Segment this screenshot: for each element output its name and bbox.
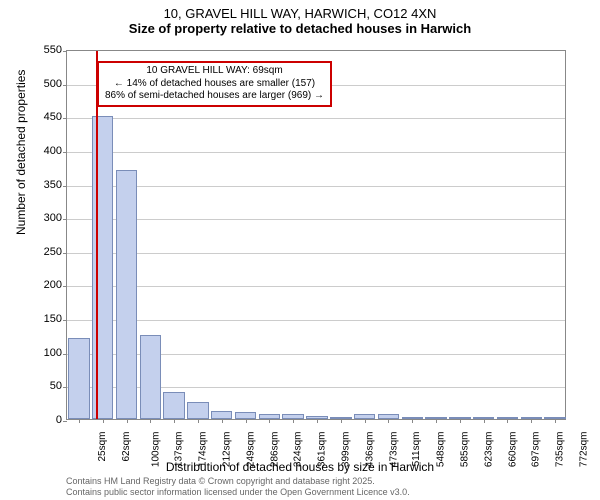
x-tick-label: 25sqm [97, 432, 108, 462]
histogram-bar [140, 335, 161, 419]
y-tick [63, 219, 67, 220]
y-tick [63, 51, 67, 52]
x-tick-label: 436sqm [364, 432, 375, 468]
y-tick [63, 387, 67, 388]
y-tick-label: 450 [44, 111, 62, 123]
y-tick [63, 421, 67, 422]
x-tick [222, 419, 223, 423]
y-tick-label: 0 [56, 414, 62, 426]
y-tick-label: 50 [50, 380, 62, 392]
gridline [67, 152, 565, 153]
y-axis-label: Number of detached properties [14, 70, 28, 235]
x-tick [103, 419, 104, 423]
x-tick-label: 623sqm [483, 432, 494, 468]
title-address: 10, GRAVEL HILL WAY, HARWICH, CO12 4XN [0, 6, 600, 21]
y-tick [63, 118, 67, 119]
annotation-line3: 86% of semi-detached houses are larger (… [105, 90, 324, 103]
y-tick [63, 320, 67, 321]
y-tick-label: 400 [44, 145, 62, 157]
annotation-callout: 10 GRAVEL HILL WAY: 69sqm← 14% of detach… [97, 61, 332, 107]
x-tick [269, 419, 270, 423]
x-tick-label: 548sqm [436, 432, 447, 468]
y-tick-label: 550 [44, 44, 62, 56]
gridline [67, 118, 565, 119]
x-tick [436, 419, 437, 423]
x-tick-label: 772sqm [579, 432, 590, 468]
y-tick-label: 350 [44, 179, 62, 191]
footer-line2: Contains public sector information licen… [66, 487, 410, 498]
y-tick [63, 253, 67, 254]
x-tick-label: 660sqm [507, 432, 518, 468]
y-tick [63, 152, 67, 153]
x-tick-label: 735sqm [555, 432, 566, 468]
footer-line1: Contains HM Land Registry data © Crown c… [66, 476, 410, 487]
y-tick-label: 300 [44, 212, 62, 224]
y-tick [63, 85, 67, 86]
gridline [67, 320, 565, 321]
x-tick [460, 419, 461, 423]
x-tick-label: 511sqm [411, 432, 422, 467]
x-tick [127, 419, 128, 423]
x-tick-label: 100sqm [150, 432, 161, 468]
histogram-bar [163, 392, 184, 419]
x-tick-label: 249sqm [245, 432, 256, 468]
histogram-bar [116, 170, 137, 419]
x-tick [174, 419, 175, 423]
y-tick-label: 100 [44, 347, 62, 359]
y-tick [63, 186, 67, 187]
y-tick-label: 500 [44, 78, 62, 90]
x-tick [341, 419, 342, 423]
histogram-bar [211, 411, 232, 419]
y-tick-label: 200 [44, 279, 62, 291]
x-tick [484, 419, 485, 423]
x-tick [293, 419, 294, 423]
x-tick [198, 419, 199, 423]
gridline [67, 253, 565, 254]
annotation-line2: ← 14% of detached houses are smaller (15… [105, 78, 324, 91]
x-tick-label: 324sqm [293, 432, 304, 468]
x-tick-label: 361sqm [317, 432, 328, 468]
title-subtitle: Size of property relative to detached ho… [0, 21, 600, 36]
x-tick [507, 419, 508, 423]
x-tick [412, 419, 413, 423]
x-tick [531, 419, 532, 423]
x-tick [388, 419, 389, 423]
x-tick [555, 419, 556, 423]
histogram-bar [68, 338, 89, 419]
y-tick [63, 286, 67, 287]
x-tick-label: 399sqm [341, 432, 352, 468]
histogram-bar [187, 402, 208, 419]
histogram-bar [235, 412, 256, 419]
x-tick-label: 174sqm [198, 432, 209, 468]
histogram-plot: 10 GRAVEL HILL WAY: 69sqm← 14% of detach… [66, 50, 566, 420]
x-tick [365, 419, 366, 423]
x-tick-label: 697sqm [531, 432, 542, 468]
gridline [67, 286, 565, 287]
x-tick-label: 473sqm [388, 432, 399, 468]
x-tick [150, 419, 151, 423]
x-tick-label: 137sqm [174, 432, 185, 468]
footer-attribution: Contains HM Land Registry data © Crown c… [66, 476, 410, 498]
x-tick-label: 585sqm [460, 432, 471, 468]
y-tick-label: 150 [44, 313, 62, 325]
x-tick [246, 419, 247, 423]
x-tick-label: 286sqm [269, 432, 280, 468]
gridline [67, 219, 565, 220]
x-tick [79, 419, 80, 423]
y-tick [63, 354, 67, 355]
gridline [67, 186, 565, 187]
y-tick-label: 250 [44, 246, 62, 258]
annotation-line1: 10 GRAVEL HILL WAY: 69sqm [105, 65, 324, 78]
x-tick [317, 419, 318, 423]
x-tick-label: 62sqm [121, 432, 132, 462]
chart-title: 10, GRAVEL HILL WAY, HARWICH, CO12 4XN S… [0, 0, 600, 36]
x-tick-label: 212sqm [222, 432, 233, 468]
